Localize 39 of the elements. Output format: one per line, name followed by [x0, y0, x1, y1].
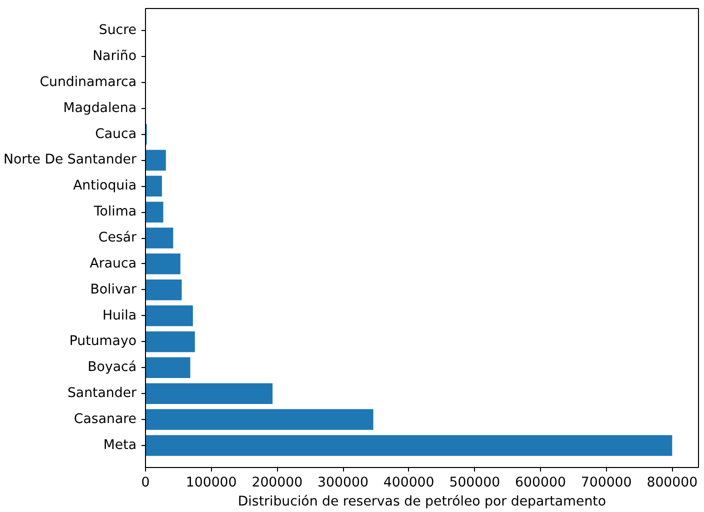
y-tick-label: Nariño	[92, 48, 136, 64]
y-tick-label: Cundinamarca	[40, 74, 136, 90]
y-tick-label: Casanare	[74, 412, 137, 428]
bar	[146, 305, 193, 326]
y-tick-label: Santander	[67, 386, 138, 402]
x-tick-label: 300000	[318, 476, 368, 490]
x-tick-label: 500000	[449, 476, 500, 490]
bar	[146, 357, 190, 378]
x-tick-label: 600000	[515, 476, 566, 490]
x-tick-label: 0	[141, 476, 150, 490]
x-tick-label: 200000	[252, 476, 303, 490]
bar	[146, 176, 162, 197]
x-tick-label: 800000	[646, 476, 698, 490]
y-tick-label: Cauca	[95, 126, 137, 142]
bar	[146, 254, 180, 274]
bar	[146, 228, 174, 248]
y-tick-label: Antioquia	[73, 178, 137, 194]
y-tick-label: Boyacá	[88, 360, 137, 376]
bar	[146, 435, 672, 456]
x-tick-label: 400000	[383, 476, 434, 490]
y-tick-label: Tolima	[92, 204, 137, 220]
x-tick-label: 100000	[186, 476, 237, 490]
y-tick-label: Bolivar	[90, 282, 138, 298]
bar	[146, 331, 195, 352]
x-tick-label: 700000	[580, 476, 632, 490]
y-tick-label: Putumayo	[69, 334, 137, 350]
bar	[146, 150, 166, 171]
bar	[146, 279, 182, 300]
y-tick-label: Sucre	[98, 23, 137, 38]
bar	[146, 409, 374, 430]
y-tick-label: Meta	[103, 438, 136, 453]
x-axis-title: Distribución de reservas de petróleo por departamento	[238, 494, 606, 510]
y-tick-label: Norte De Santander	[3, 152, 138, 168]
bar	[146, 202, 164, 222]
y-tick-label: Cesár	[98, 230, 138, 246]
y-tick-label: Huila	[102, 308, 137, 324]
y-tick-label: Magdalena	[63, 100, 137, 116]
bar	[146, 383, 273, 404]
y-tick-label: Arauca	[90, 256, 137, 272]
